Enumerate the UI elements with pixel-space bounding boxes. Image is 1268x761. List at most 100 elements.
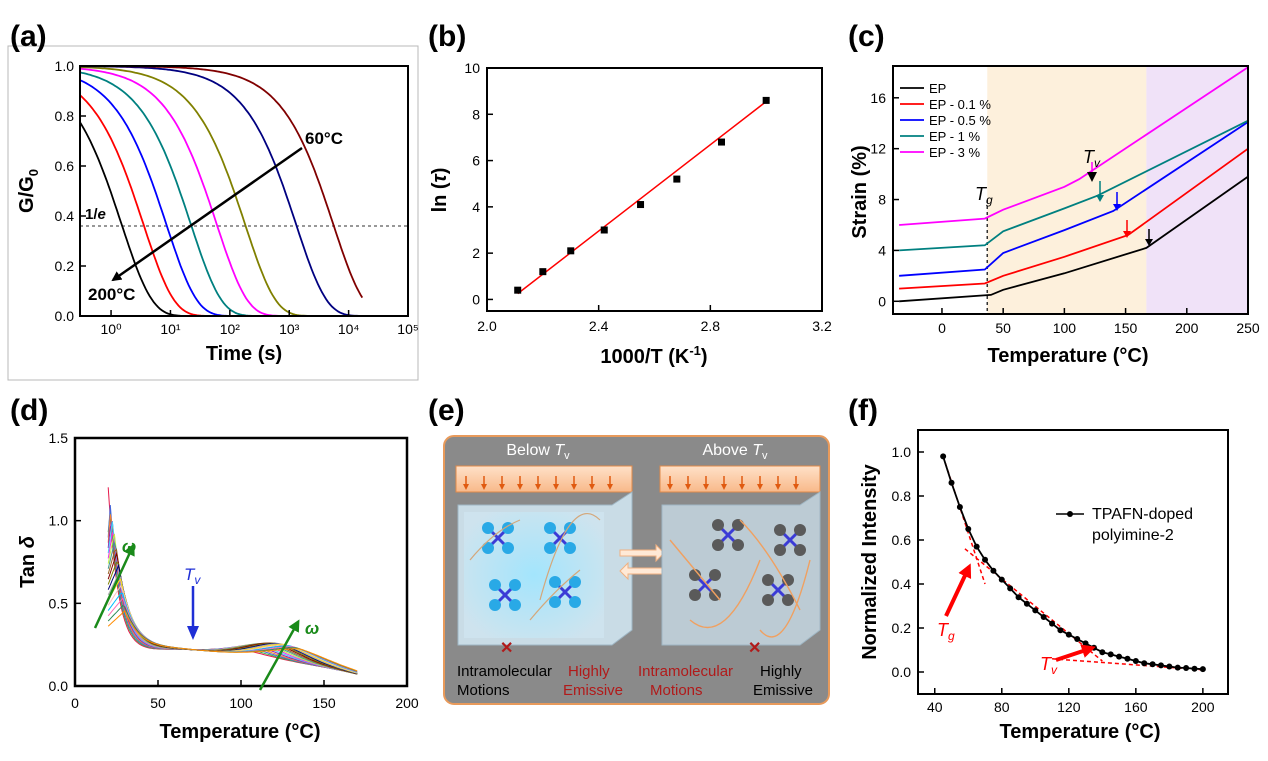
panel-f-xlabel: Temperature (°C) bbox=[1000, 721, 1161, 743]
panel-c-strain-curve bbox=[899, 121, 1249, 277]
panel-f-data-point bbox=[998, 576, 1005, 583]
panel-f-data-point bbox=[982, 556, 989, 563]
panel-c-shaded-region bbox=[1146, 66, 1248, 314]
panel-e-molecule-atom bbox=[689, 589, 701, 601]
panel-f-legend-text-2: polyimine-2 bbox=[1092, 527, 1174, 544]
panel-e: (e) Below Tv Intramolecular Motions High… bbox=[428, 394, 830, 705]
panel-e-heat-arrowhead bbox=[757, 484, 763, 490]
panel-e-left-block: Below Tv Intramolecular Motions Highly E… bbox=[455, 442, 633, 699]
panel-e-molecule bbox=[544, 522, 576, 554]
panel-e-molecule-atom bbox=[794, 524, 806, 536]
panel-d-omega-arrow-left bbox=[93, 543, 135, 629]
panel-f-data-point bbox=[1015, 594, 1022, 601]
panel-f-data-point bbox=[1174, 664, 1181, 671]
panel-e-molecule-atom bbox=[482, 542, 494, 554]
panel-f-x-tick-label: 160 bbox=[1124, 699, 1148, 715]
panel-e-heat-arrowhead bbox=[721, 484, 727, 490]
panel-f-data-point bbox=[1116, 653, 1123, 660]
panel-f-data-point bbox=[1141, 660, 1148, 667]
panel-f-data-point bbox=[1032, 607, 1039, 614]
panel-b-x-tick-label: 2.8 bbox=[701, 318, 721, 334]
panel-c-axes-box bbox=[892, 65, 1249, 315]
panel-f-data-point bbox=[1191, 665, 1198, 672]
panel-e-molecule-atom bbox=[712, 539, 724, 551]
panel-e-molecule-atom bbox=[482, 522, 494, 534]
panel-f-data-point bbox=[965, 526, 972, 532]
panel-e-fiber bbox=[739, 519, 801, 611]
panel-a-y-tick-label: 0.0 bbox=[55, 308, 75, 324]
panel-d-tan-delta-curve bbox=[107, 542, 358, 675]
panel-e-molecule bbox=[489, 579, 521, 611]
panel-e-right-block: Above Tv Intramolecular Motions Highly E… bbox=[638, 442, 821, 699]
panel-e-left-heater-bar bbox=[455, 465, 633, 493]
panel-f-data-point bbox=[1124, 655, 1131, 662]
panel-e-left-intramolecular: Intramolecular bbox=[457, 663, 552, 680]
panel-b-data-point bbox=[514, 286, 522, 294]
panel-e-molecule bbox=[774, 524, 806, 556]
panel-d-ticks: 0 50 100 150 200 0.0 0.5 1.0 1.5 bbox=[49, 430, 419, 711]
panel-c-tg-label: Tg bbox=[975, 184, 993, 207]
panel-e-heat-arrowhead bbox=[775, 484, 781, 490]
panel-a-plot-area: 10⁰ 10¹ 10² 10³ 10⁴ 10⁵ 0.0 0.2 0.4 0.6 0.8 1.0 60°… bbox=[55, 58, 419, 337]
panel-d-x-tick-label: 50 bbox=[150, 695, 166, 711]
panel-f-data-point bbox=[1040, 614, 1047, 620]
panel-c-curves bbox=[899, 66, 1249, 303]
panel-a-x-tick-label: 10⁰ bbox=[100, 321, 122, 337]
panel-a-frame bbox=[7, 45, 419, 381]
panel-e-molecule-atom bbox=[502, 542, 514, 554]
panel-f-tg-arrow bbox=[944, 563, 972, 617]
panel-d-tan-delta-curve bbox=[107, 533, 358, 675]
panel-c-tv-markers bbox=[1087, 162, 1153, 246]
panel-d-tv-label: Tv bbox=[184, 565, 201, 587]
panel-d-x-tick-label: 150 bbox=[312, 695, 336, 711]
panel-f-y-tick-label: 0.4 bbox=[892, 576, 912, 592]
panel-d-x-tick-label: 100 bbox=[229, 695, 253, 711]
panel-e-molecule-atom bbox=[564, 522, 576, 534]
panel-c-ylabel: Strain (%) bbox=[849, 145, 871, 238]
panel-f-x-tick-label: 200 bbox=[1191, 699, 1215, 715]
panel-e-molecule-atom bbox=[794, 544, 806, 556]
panel-e-left-x-mark: ✕ bbox=[500, 640, 513, 657]
panel-a-y-tick-label: 0.6 bbox=[55, 158, 75, 174]
panel-e-heat-arrowhead bbox=[703, 484, 709, 490]
panel-f-data-point bbox=[1057, 627, 1064, 634]
panel-b-data-point bbox=[673, 175, 681, 183]
panel-a-y-tick-label: 0.4 bbox=[55, 208, 75, 224]
panel-e-heat-arrowhead bbox=[571, 484, 577, 490]
panel-e-heat-arrowhead bbox=[553, 484, 559, 490]
panel-b-y-tick-label: 2 bbox=[472, 245, 480, 261]
panel-e-fiber bbox=[689, 559, 761, 629]
panel-e-label: (e) bbox=[428, 394, 465, 427]
panel-e-left-highly: Highly bbox=[568, 663, 610, 680]
panel-e-heat-arrowhead bbox=[607, 484, 613, 490]
panel-d-omega-label-left: ω bbox=[122, 537, 136, 556]
panel-e-fiber bbox=[669, 539, 721, 601]
panel-e-heat-arrowhead bbox=[535, 484, 541, 490]
panel-e-molecule-atom bbox=[774, 524, 786, 536]
panel-d-tan-delta-curve bbox=[107, 531, 358, 675]
panel-b-fit-line bbox=[517, 100, 767, 295]
panel-a-label: (a) bbox=[10, 20, 47, 53]
panel-f-curve bbox=[940, 453, 1206, 673]
panel-b-axes-box bbox=[486, 67, 823, 312]
panel-f-x-tick-label: 80 bbox=[994, 699, 1010, 715]
panel-f-data-point bbox=[1082, 640, 1089, 647]
panel-e-heat-arrowhead bbox=[793, 484, 799, 490]
panel-f-data-point bbox=[990, 567, 997, 574]
panel-e-molecule-atom bbox=[509, 599, 521, 611]
panel-a-temperature-arrow bbox=[111, 146, 303, 282]
panel-d-xlabel: Temperature (°C) bbox=[160, 721, 321, 743]
panel-e-molecule-atom bbox=[709, 569, 721, 581]
panel-c-strain-curve bbox=[899, 175, 1249, 303]
panel-e-molecule-bond bbox=[780, 530, 800, 550]
panel-a-y-tick-label: 0.2 bbox=[55, 258, 75, 274]
panel-a-relaxation-curve bbox=[80, 65, 408, 317]
panel-e-heat-arrowhead bbox=[463, 484, 469, 490]
panel-d-y-tick-label: 0.0 bbox=[49, 678, 69, 694]
panel-e-molecule-bond bbox=[695, 575, 715, 595]
panel-e-right-cube bbox=[661, 491, 821, 646]
panel-f-tg-label: Tg bbox=[937, 620, 955, 643]
panel-b-ylabel: ln (τ) bbox=[429, 168, 451, 213]
